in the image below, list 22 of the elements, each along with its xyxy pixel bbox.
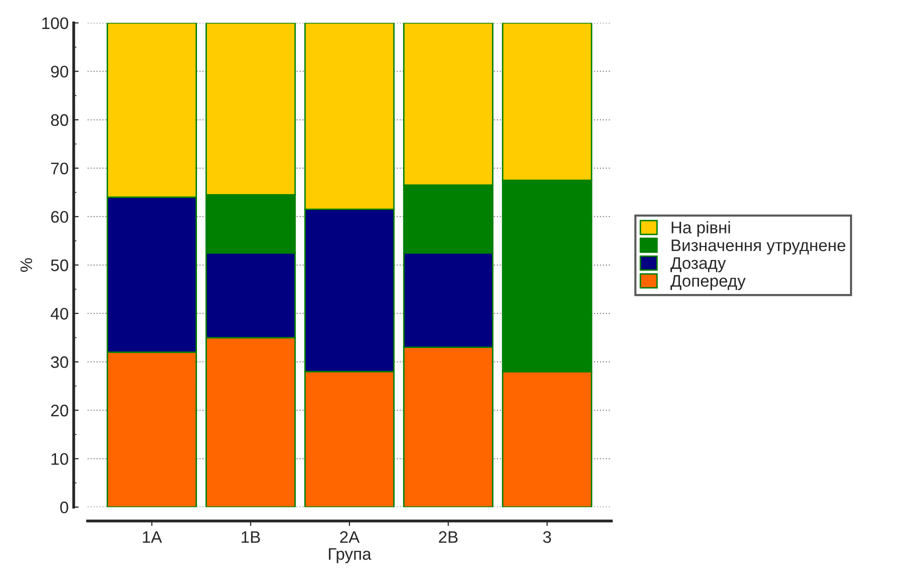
x-tick-label: 2B bbox=[438, 531, 458, 543]
legend-label: Допереду bbox=[670, 275, 746, 290]
y-tick-label: 20 bbox=[51, 404, 68, 416]
y-tick-label: 70 bbox=[51, 162, 68, 174]
legend-label: На рівні bbox=[672, 221, 730, 237]
y-tick-label: 40 bbox=[50, 308, 68, 320]
y-tick-label: 30 bbox=[50, 356, 68, 368]
y-tick-label: 90 bbox=[51, 66, 68, 78]
x-tick-label: 3 bbox=[543, 531, 551, 543]
x-tick-label: 2A bbox=[340, 531, 360, 543]
y-tick-label: 80 bbox=[51, 114, 68, 126]
y-tick-label: 100 bbox=[42, 17, 68, 30]
y-tick-label: 50 bbox=[50, 259, 68, 272]
y-tick-label: 10 bbox=[52, 453, 68, 465]
x-tick-label: 1B bbox=[242, 531, 260, 543]
legend-label: Визначення утруднене bbox=[672, 240, 846, 254]
x-axis-title: Група bbox=[328, 548, 372, 564]
y-tick-label: 0 bbox=[60, 502, 68, 514]
legend-label: Дозаду bbox=[670, 257, 726, 272]
y-tick-label: 60 bbox=[51, 210, 68, 223]
y-axis-title: % bbox=[20, 258, 32, 272]
x-tick-label: 1A bbox=[142, 531, 162, 543]
